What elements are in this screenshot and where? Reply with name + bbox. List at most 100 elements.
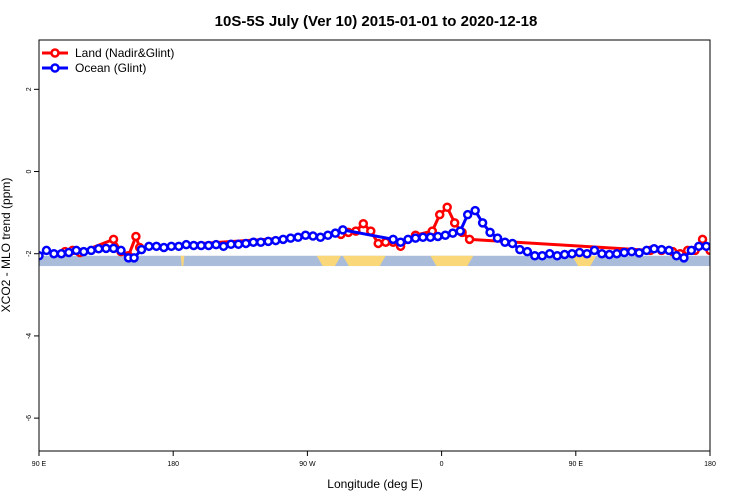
map-strip-land bbox=[316, 255, 341, 267]
ocean-data-point bbox=[589, 245, 600, 256]
ocean-data-point bbox=[671, 251, 682, 261]
x-tick-label: 90 W bbox=[299, 461, 316, 468]
ocean-data-point bbox=[559, 249, 570, 260]
ocean-data-point bbox=[174, 241, 184, 252]
land-data-point bbox=[434, 209, 445, 220]
ocean-data-point bbox=[582, 248, 592, 259]
ocean-data-point bbox=[315, 232, 326, 243]
ocean-data-point bbox=[470, 205, 480, 216]
ocean-data-point bbox=[338, 225, 348, 235]
ocean-data-point bbox=[515, 244, 525, 255]
x-tick-label: 180 bbox=[167, 461, 179, 468]
ocean-data-point bbox=[500, 237, 510, 247]
map-strip-land bbox=[180, 255, 185, 267]
y-tick-label: -6 bbox=[26, 415, 33, 421]
ocean-data-point bbox=[263, 236, 274, 247]
ocean-data-point bbox=[203, 240, 214, 251]
chart-title: 10S-5S July (Ver 10) 2015-01-01 to 2020-… bbox=[215, 13, 538, 30]
map-strip-land bbox=[342, 255, 386, 267]
ocean-data-point bbox=[537, 251, 547, 261]
ocean-data-point bbox=[181, 239, 191, 250]
y-axis-ticks: 2 0 -2 -4 -6 bbox=[26, 87, 39, 421]
ocean-data-point bbox=[530, 251, 540, 261]
ocean-data-point bbox=[129, 253, 139, 263]
ocean-data-point bbox=[323, 230, 333, 240]
land-data-point bbox=[358, 218, 369, 229]
ocean-data-point bbox=[492, 233, 503, 243]
map-strip-land bbox=[742, 256, 750, 266]
ocean-data-point bbox=[108, 243, 119, 254]
ocean-data-point bbox=[701, 241, 710, 252]
ocean-data-point bbox=[597, 248, 607, 259]
ocean-data-point bbox=[462, 209, 473, 220]
x-tick-label: 90 E bbox=[569, 461, 584, 468]
ocean-data-point bbox=[552, 251, 562, 261]
ocean-data-point bbox=[188, 240, 199, 251]
ocean-data-point bbox=[410, 233, 421, 243]
land-data-point bbox=[727, 252, 734, 259]
x-axis-ticks: 90 E 180 90 W 0 90 E 180 bbox=[32, 451, 716, 468]
ocean-data-point bbox=[634, 248, 644, 258]
ocean-data-point bbox=[78, 246, 89, 257]
ocean-data-point bbox=[477, 218, 488, 228]
plot-frame bbox=[38, 39, 711, 452]
ocean-data-point bbox=[395, 237, 406, 247]
ocean-data-point bbox=[144, 241, 154, 252]
map-strip-land bbox=[430, 255, 474, 267]
ocean-data-point bbox=[293, 232, 303, 243]
ocean-data-point bbox=[725, 244, 732, 251]
land-data-point bbox=[464, 234, 475, 245]
series-layer bbox=[39, 202, 749, 263]
ocean-data-point bbox=[649, 244, 659, 254]
ocean-data-point bbox=[196, 240, 206, 251]
ocean-data-point bbox=[433, 231, 443, 242]
legend-marker bbox=[50, 48, 60, 58]
ocean-data-point bbox=[694, 241, 704, 252]
ocean-data-point bbox=[41, 245, 52, 256]
ocean-data-point bbox=[656, 244, 667, 255]
ocean-data-point bbox=[507, 238, 518, 249]
ocean-data-point bbox=[218, 241, 229, 252]
ocean-data-point bbox=[86, 245, 96, 256]
ocean-data-point bbox=[686, 245, 697, 256]
ocean-data-point bbox=[641, 245, 652, 256]
ocean-data-point bbox=[256, 237, 266, 247]
map-strip-land bbox=[572, 255, 597, 267]
land-data-point bbox=[742, 244, 749, 251]
y-tick-label: 0 bbox=[26, 169, 33, 173]
ocean-data-point bbox=[278, 234, 288, 245]
legend-marker bbox=[50, 63, 60, 73]
ocean-data-point bbox=[733, 243, 740, 250]
land-data-point bbox=[734, 232, 741, 239]
ocean-data-point bbox=[388, 234, 398, 245]
map-strip bbox=[39, 255, 750, 267]
ocean-data-point bbox=[455, 226, 465, 236]
x-tick-label: 90 E bbox=[32, 461, 47, 468]
ocean-data-point bbox=[241, 238, 251, 249]
ocean-data-point bbox=[403, 234, 413, 245]
ocean-data-point bbox=[604, 249, 615, 260]
ocean-data-point bbox=[679, 253, 689, 263]
ocean-data-point bbox=[71, 245, 82, 256]
legend-label: Ocean (Glint) bbox=[75, 61, 146, 75]
ocean-data-point bbox=[159, 242, 169, 253]
ocean-data-point bbox=[39, 251, 44, 261]
land-data-point bbox=[108, 234, 119, 245]
ocean-data-point bbox=[211, 239, 221, 250]
ocean-data-point bbox=[664, 245, 674, 256]
ocean-data-point bbox=[101, 243, 111, 254]
ocean-data-point bbox=[270, 235, 281, 246]
y-tick-label: 2 bbox=[26, 87, 33, 91]
land-data-point bbox=[449, 218, 460, 228]
ocean-data-point bbox=[226, 239, 236, 250]
ocean-data-point bbox=[448, 228, 458, 238]
ocean-data-point bbox=[308, 231, 318, 241]
ocean-data-point bbox=[574, 247, 585, 258]
ocean-data-point bbox=[285, 233, 296, 243]
ocean-data-point bbox=[56, 248, 67, 259]
ocean-data-point bbox=[612, 248, 622, 259]
ocean-data-point bbox=[64, 247, 74, 258]
ocean-data-point bbox=[522, 246, 533, 257]
ocean-data-point bbox=[330, 228, 341, 238]
